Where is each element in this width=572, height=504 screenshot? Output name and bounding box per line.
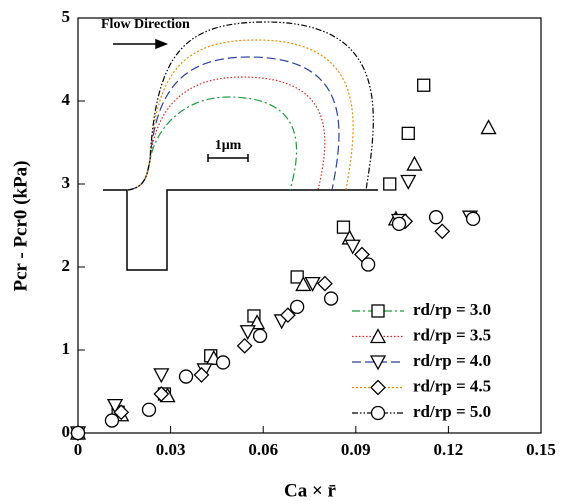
droplet-profile [127,76,326,191]
marker [239,325,256,341]
y-tick-label: 0 [62,422,71,441]
marker [417,78,431,92]
series [70,210,481,441]
marker [304,276,321,292]
y-tick-label: 3 [62,173,71,192]
y-axis-label: Pcr - Pcr0 (kPa) [10,160,31,291]
marker [434,223,451,240]
marker [193,366,210,383]
marker [360,257,376,272]
marker [344,239,361,255]
legend-marker [371,304,385,318]
scale-label: 1μm [215,138,242,153]
marker [236,337,253,354]
x-axis-label: Ca × r̄ [284,480,337,501]
inset [103,38,378,271]
marker [480,119,497,135]
droplet-profile [127,21,374,191]
legend-label: rd/rp = 3.5 [413,325,491,344]
marker [70,425,86,441]
legend-label: rd/rp = 4.0 [413,351,491,370]
marker [113,404,130,421]
y-tick-label: 4 [62,90,71,109]
marker [153,368,170,384]
legend-marker [370,379,386,396]
legend-label: rd/rp = 3.0 [413,300,491,319]
droplet-profile [127,56,340,191]
marker [153,386,170,402]
marker [104,413,120,428]
marker [252,328,268,344]
marker [428,210,444,225]
x-tick-label: 0.06 [248,440,278,459]
marker [406,155,423,171]
marker [401,126,415,141]
marker [323,291,339,306]
marker [178,369,194,384]
marker [295,276,312,292]
flow-label: Flow Direction [101,17,190,32]
x-tick-label: 0.03 [156,440,186,459]
y-tick-label: 2 [62,256,71,275]
droplet-profile [127,39,354,191]
y-tick-label: 5 [62,7,71,26]
marker [383,177,397,191]
y-tick-label: 1 [62,339,71,358]
arrow-head [155,38,169,50]
marker [465,211,481,227]
marker [391,216,407,231]
marker [290,299,305,314]
legend-label: rd/rp = 4.5 [413,376,491,395]
x-tick-label: 0.09 [341,440,371,459]
marker [317,275,333,292]
marker [400,174,417,190]
marker [215,355,231,370]
pore-wall [103,189,378,271]
x-tick-label: 0.12 [434,440,464,459]
x-tick-label: 0.15 [526,440,556,459]
legend-marker [369,355,387,371]
marker [106,398,124,414]
legend-marker [369,328,387,344]
marker [336,220,351,234]
plot-frame [77,17,542,434]
marker [141,402,157,417]
marker [279,307,296,324]
legend-label: rd/rp = 5.0 [413,402,491,421]
x-tick-label: 0 [74,440,83,459]
legend-marker [370,405,386,421]
